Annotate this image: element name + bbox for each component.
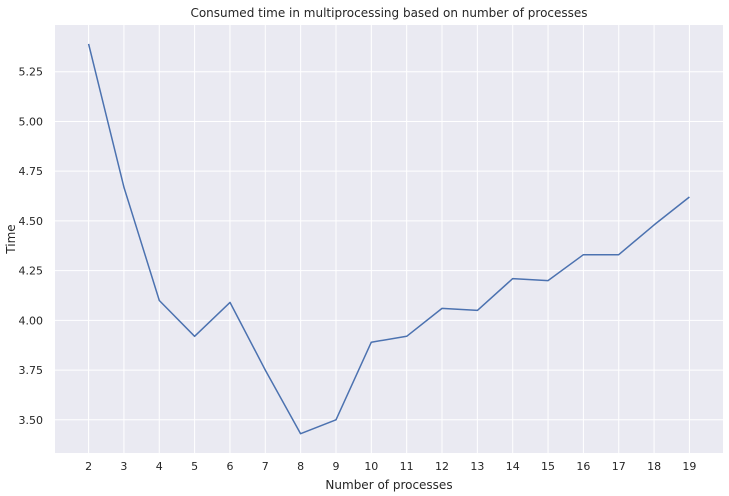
grid <box>55 25 723 453</box>
x-tick-labels: 2 3 4 5 6 7 8 9 10 11 12 13 14 15 16 17 18 19 <box>85 460 696 473</box>
x-tick-label: 10 <box>364 460 378 473</box>
y-tick-label: 3.75 <box>19 364 44 377</box>
x-axis-label: Number of processes <box>325 478 452 492</box>
series-line <box>87 43 690 435</box>
x-tick-label: 9 <box>332 460 339 473</box>
x-tick-label: 11 <box>400 460 414 473</box>
x-tick-label: 14 <box>506 460 520 473</box>
y-tick-labels: 3.50 3.75 4.00 4.25 4.50 4.75 5.00 5.25 <box>19 66 44 427</box>
x-tick-label: 13 <box>470 460 484 473</box>
y-tick-label: 3.50 <box>19 414 44 427</box>
y-tick-label: 4.75 <box>19 165 44 178</box>
x-tick-label: 3 <box>120 460 127 473</box>
x-tick-label: 7 <box>262 460 269 473</box>
chart-title: Consumed time in multiprocessing based o… <box>190 6 587 20</box>
y-tick-label: 5.00 <box>19 115 44 128</box>
y-tick-label: 4.00 <box>19 314 44 327</box>
x-tick-label: 8 <box>297 460 304 473</box>
x-tick-label: 12 <box>435 460 449 473</box>
x-tick-label: 16 <box>576 460 590 473</box>
y-tick-label: 5.25 <box>19 66 44 79</box>
x-tick-label: 2 <box>85 460 92 473</box>
plot-area <box>55 25 723 453</box>
x-tick-label: 18 <box>647 460 661 473</box>
y-tick-label: 4.25 <box>19 265 44 278</box>
x-tick-label: 19 <box>682 460 696 473</box>
x-tick-label: 6 <box>226 460 233 473</box>
x-tick-label: 5 <box>191 460 198 473</box>
y-tick-label: 4.50 <box>19 215 44 228</box>
x-tick-label: 4 <box>156 460 163 473</box>
y-axis-label: Time <box>4 224 18 254</box>
x-tick-label: 17 <box>612 460 626 473</box>
x-tick-label: 15 <box>541 460 555 473</box>
